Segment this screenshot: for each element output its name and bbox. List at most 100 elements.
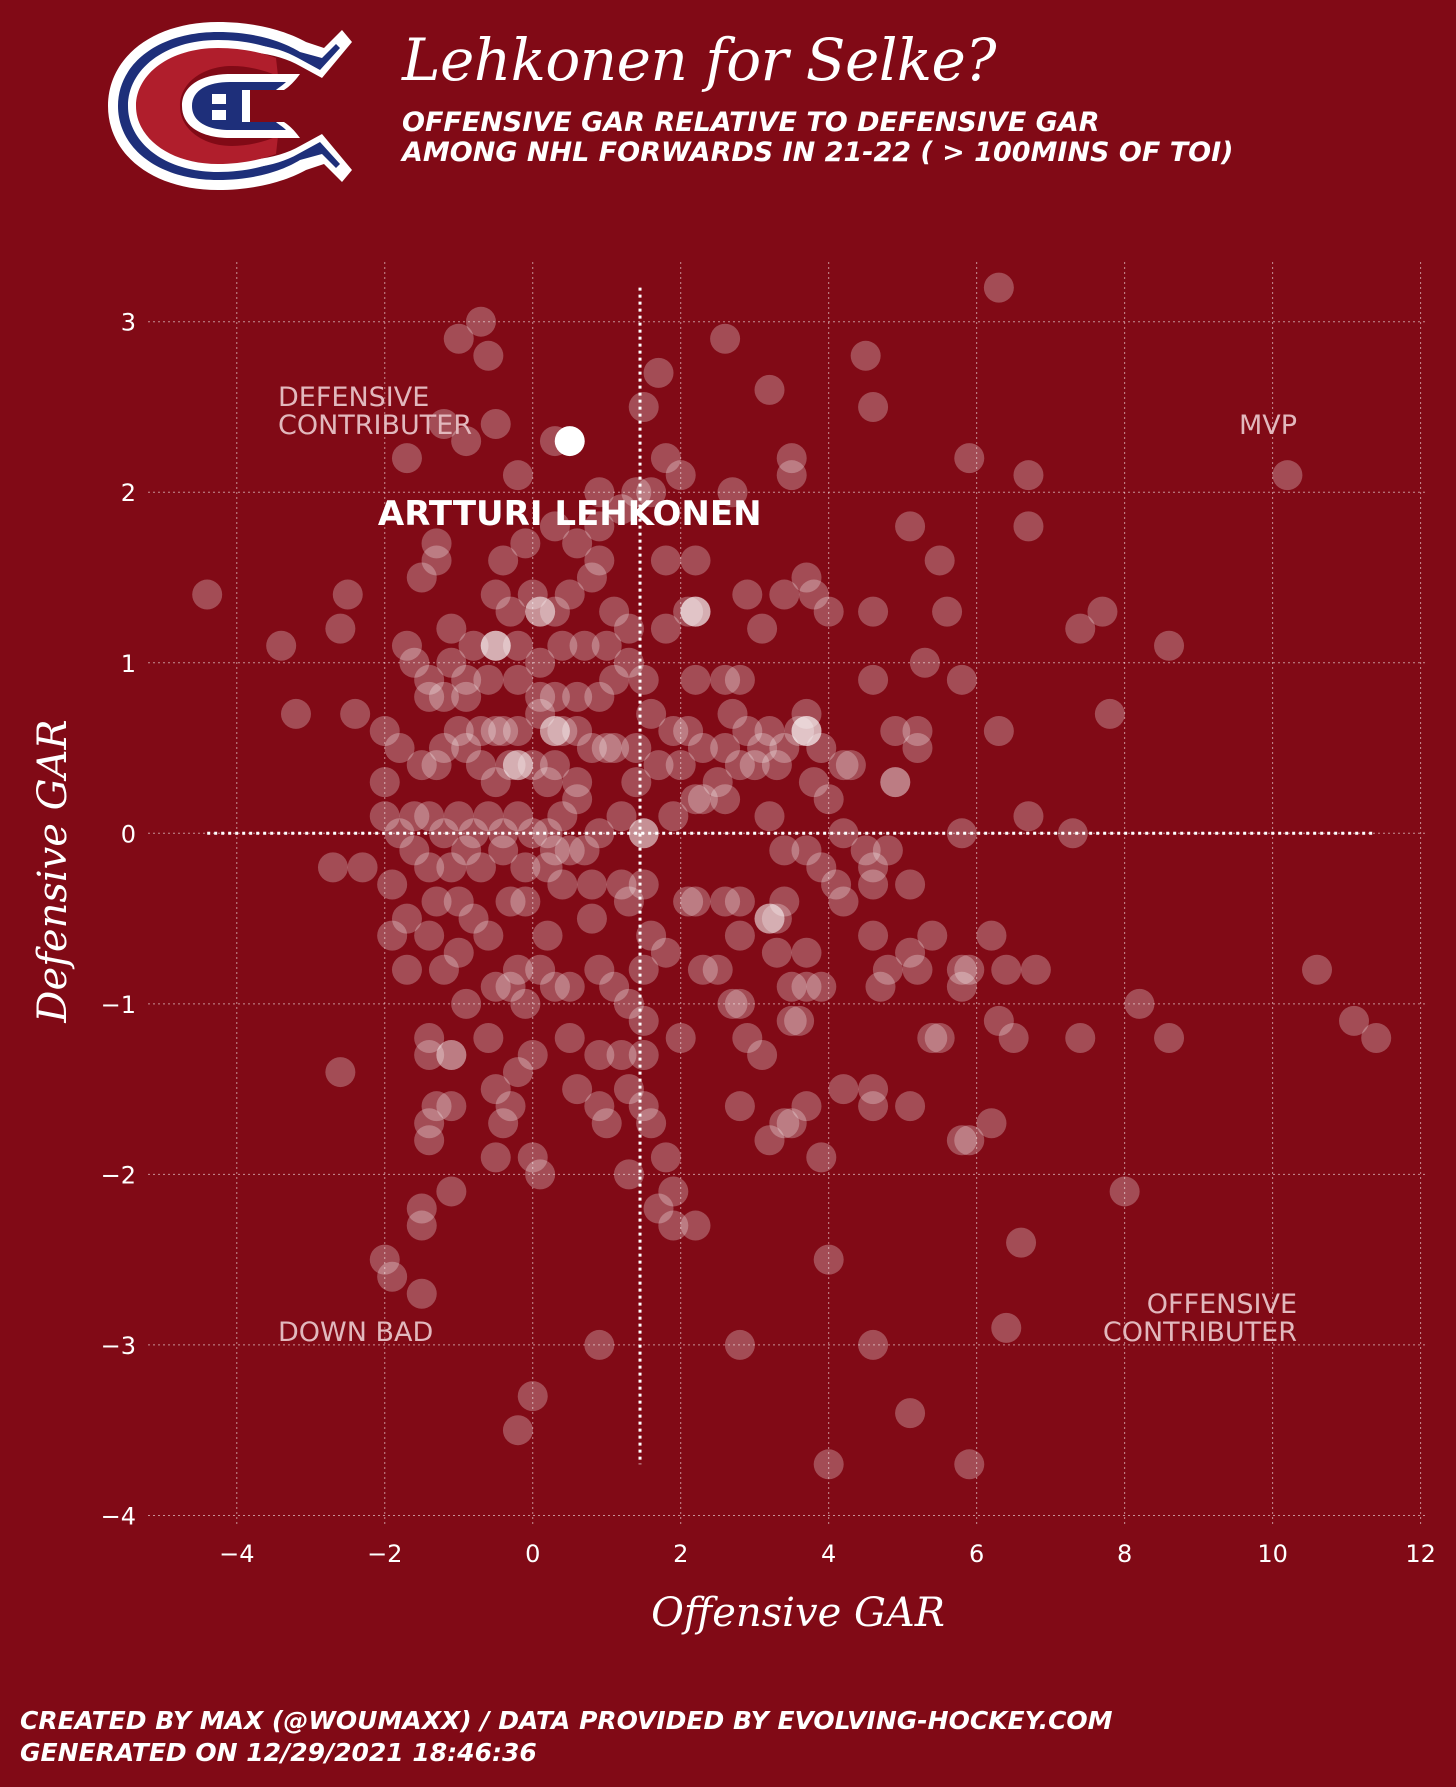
player-point	[724, 886, 755, 917]
player-point	[436, 647, 467, 678]
player-point	[606, 494, 637, 525]
x-tick-label: 10	[1257, 1540, 1288, 1568]
player-point	[414, 852, 445, 883]
player-point	[724, 750, 755, 781]
player-point	[406, 1278, 437, 1309]
player-point	[562, 767, 593, 798]
player-point	[813, 596, 844, 627]
player-point	[769, 579, 800, 610]
player-point	[554, 1022, 585, 1053]
player-point	[377, 1261, 408, 1292]
player-point	[473, 340, 504, 371]
player-point	[391, 630, 422, 661]
player-point	[806, 1142, 837, 1173]
player-point	[502, 460, 533, 491]
player-point	[562, 715, 593, 746]
player-point	[1339, 1005, 1370, 1036]
player-point	[517, 1142, 548, 1173]
player-point	[547, 630, 578, 661]
player-point	[562, 528, 593, 559]
player-point	[325, 1057, 356, 1088]
player-point	[991, 954, 1022, 985]
player-point	[584, 1329, 615, 1360]
player-point	[724, 988, 755, 1019]
player-point	[673, 886, 704, 917]
player-point	[399, 835, 430, 866]
player-point	[680, 1210, 711, 1241]
player-point	[377, 869, 408, 900]
player-point	[465, 306, 496, 337]
chart-subtitle-line-2: AMONG NHL FORWARDS IN 21-22 ( > 100MINS …	[402, 137, 1234, 168]
player-point	[769, 1108, 800, 1139]
y-tick-label: 3	[121, 309, 136, 337]
player-point	[414, 681, 445, 712]
player-point	[650, 937, 681, 968]
y-tick-label: −2	[101, 1161, 136, 1189]
player-point	[488, 715, 519, 746]
player-point	[776, 971, 807, 1002]
player-point	[946, 954, 977, 985]
player-point	[480, 715, 511, 746]
player-point	[599, 971, 630, 1002]
player-point	[599, 596, 630, 627]
x-axis-label: Offensive GAR	[651, 1590, 945, 1636]
player-point	[902, 954, 933, 985]
player-point	[436, 1176, 467, 1207]
player-point	[724, 664, 755, 695]
player-point	[1006, 1227, 1037, 1258]
player-point	[917, 920, 948, 951]
player-point	[421, 750, 452, 781]
player-point	[525, 954, 556, 985]
player-point	[1065, 1022, 1096, 1053]
player-point	[1057, 818, 1088, 849]
player-point	[946, 1125, 977, 1156]
player-point	[680, 596, 711, 627]
player-point	[724, 1329, 755, 1360]
player-point	[502, 715, 533, 746]
player-point	[636, 477, 667, 508]
player-point	[769, 733, 800, 764]
player-point	[436, 852, 467, 883]
player-point	[687, 954, 718, 985]
highlight-point	[554, 426, 585, 457]
player-point	[414, 801, 445, 832]
player-point	[436, 1040, 467, 1071]
player-point	[658, 1210, 689, 1241]
player-point	[428, 409, 459, 440]
player-point	[1154, 630, 1185, 661]
player-point	[562, 681, 593, 712]
player-point	[732, 579, 763, 610]
player-point	[717, 698, 748, 729]
player-point	[613, 886, 644, 917]
player-point	[761, 937, 792, 968]
player-point	[680, 545, 711, 576]
player-point	[784, 1005, 815, 1036]
player-point	[613, 1074, 644, 1105]
player-point	[1302, 954, 1333, 985]
player-point	[584, 1040, 615, 1071]
player-point	[377, 920, 408, 951]
player-point	[872, 954, 903, 985]
x-tick-label: 4	[821, 1540, 836, 1568]
player-point	[532, 920, 563, 951]
player-point	[776, 1108, 807, 1139]
player-point	[1124, 988, 1155, 1019]
player-point	[813, 1244, 844, 1275]
player-point	[806, 852, 837, 883]
player-point	[776, 1005, 807, 1036]
y-axis-label: Defensive GAR	[30, 719, 76, 1023]
x-tick-label: −2	[367, 1540, 402, 1568]
player-point	[451, 988, 482, 1019]
player-point	[532, 852, 563, 883]
player-point	[858, 664, 889, 695]
player-point	[606, 801, 637, 832]
y-tick-label: −3	[101, 1332, 136, 1360]
player-point	[414, 1040, 445, 1071]
player-point	[391, 903, 422, 934]
player-point	[946, 664, 977, 695]
player-point	[451, 681, 482, 712]
player-point	[502, 801, 533, 832]
player-point	[806, 971, 837, 1002]
player-point	[976, 1108, 1007, 1139]
player-point	[665, 460, 696, 491]
